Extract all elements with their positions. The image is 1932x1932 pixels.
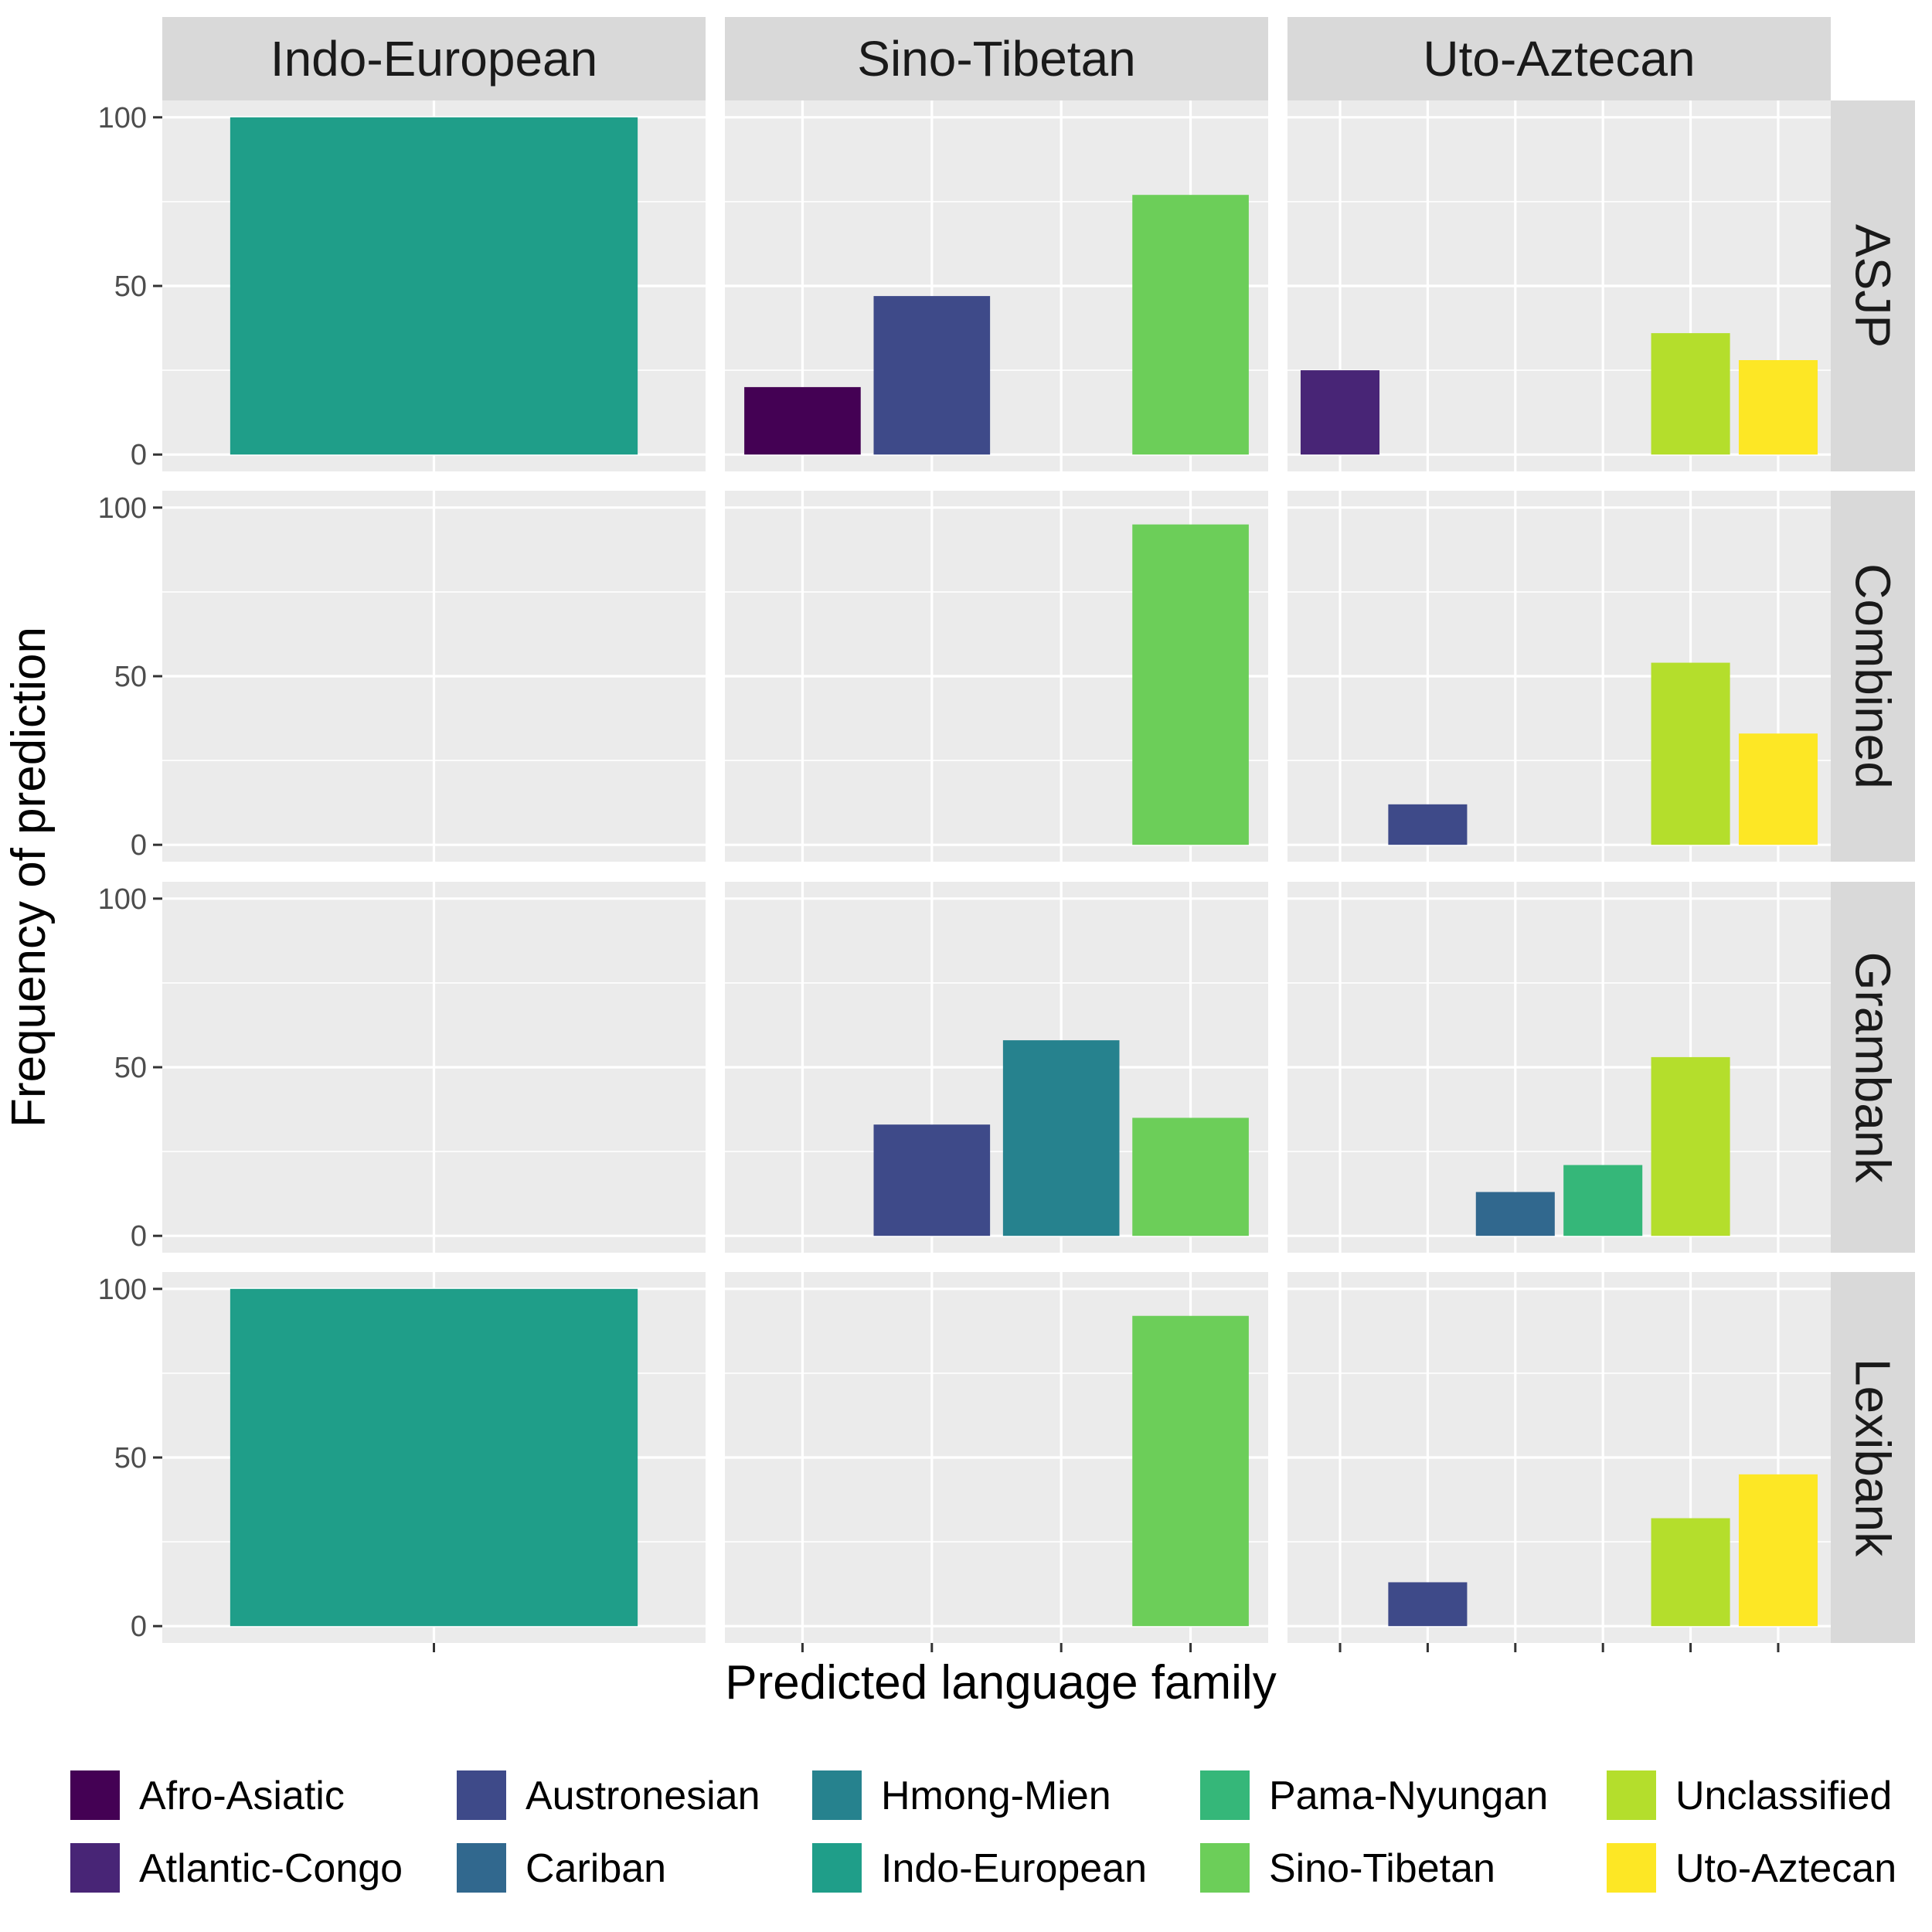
column-strip (162, 17, 706, 100)
column-strip-label: Uto-Aztecan (1423, 31, 1695, 87)
legend-label: Pama-Nyungan (1269, 1774, 1548, 1818)
row-strip (1831, 1272, 1915, 1643)
bar-hmong-mien (1002, 1040, 1120, 1236)
bar-austronesian (1388, 804, 1468, 845)
legend-swatch (811, 1769, 863, 1821)
bar-unclassified (1651, 662, 1730, 845)
legend-swatch (455, 1842, 508, 1894)
y-tick-label: 0 (131, 829, 147, 862)
legend-swatch (69, 1769, 121, 1821)
y-tick-label: 100 (98, 102, 147, 134)
column-strip (725, 17, 1268, 100)
legend-swatch (455, 1769, 508, 1821)
row-strip (1831, 100, 1915, 471)
bar-uto-aztecan (1738, 360, 1818, 455)
bar-pama-nyungan (1563, 1165, 1643, 1236)
legend-swatch (1605, 1842, 1658, 1894)
facet-panel (1287, 1272, 1831, 1643)
facet-panel (162, 882, 706, 1253)
bar-sino-tibetan (1132, 1117, 1249, 1236)
bar-indo-european (230, 1288, 638, 1627)
row-strip-label: ASJP (1845, 224, 1901, 348)
facet-panel (1287, 882, 1831, 1253)
bar-atlantic-congo (1301, 370, 1380, 455)
legend-label: Hmong-Mien (881, 1774, 1111, 1818)
bar-unclassified (1651, 333, 1730, 455)
legend-swatch (69, 1842, 121, 1894)
y-tick-label: 100 (98, 1274, 147, 1306)
legend-swatch (1199, 1769, 1251, 1821)
legend-label: Uto-Aztecan (1675, 1846, 1896, 1891)
bar-unclassified (1651, 1518, 1730, 1627)
y-axis-title: Frequency of prediction (2, 627, 56, 1128)
row-strip-label: Lexibank (1845, 1359, 1901, 1557)
bar-sino-tibetan (1132, 1315, 1249, 1627)
legend-swatch (811, 1842, 863, 1894)
bar-indo-european (230, 117, 638, 455)
y-tick-label: 100 (98, 492, 147, 525)
y-tick-label: 50 (114, 270, 147, 303)
facet-panel (162, 100, 706, 471)
bar-uto-aztecan (1738, 1474, 1818, 1627)
row-strip-label: Grambank (1845, 952, 1901, 1184)
bar-austronesian (873, 1124, 991, 1236)
legend-swatch (1199, 1842, 1251, 1894)
y-tick-label: 50 (114, 661, 147, 693)
facet-panel (162, 491, 706, 862)
column-strip-label: Sino-Tibetan (857, 31, 1136, 87)
legend-label: Indo-European (881, 1846, 1147, 1891)
row-strip-label: Combined (1845, 563, 1901, 789)
y-tick-label: 0 (131, 1611, 147, 1643)
bar-austronesian (1388, 1582, 1468, 1627)
legend-label: Sino-Tibetan (1269, 1846, 1495, 1891)
bar-cariban (1475, 1192, 1555, 1236)
y-tick-label: 0 (131, 439, 147, 471)
facet-panel (725, 1272, 1268, 1643)
row-strip (1831, 491, 1915, 862)
x-axis-title: Predicted language family (725, 1656, 1276, 1709)
bar-sino-tibetan (1132, 524, 1249, 845)
legend-label: Unclassified (1675, 1774, 1892, 1818)
facet-panel (1287, 100, 1831, 471)
y-tick-label: 100 (98, 883, 147, 916)
bar-unclassified (1651, 1056, 1730, 1236)
bar-sino-tibetan (1132, 195, 1249, 455)
facet-panel (162, 1272, 706, 1643)
column-strip-label: Indo-European (270, 31, 597, 87)
y-tick-label: 50 (114, 1442, 147, 1475)
bar-austronesian (873, 296, 991, 455)
legend-label: Atlantic-Congo (139, 1846, 403, 1891)
facet-panel (725, 491, 1268, 862)
y-tick-label: 0 (131, 1220, 147, 1253)
facet-panel (725, 100, 1268, 471)
legend-label: Cariban (526, 1846, 666, 1891)
y-tick-label: 50 (114, 1052, 147, 1084)
facet-panel (725, 882, 1268, 1253)
bar-afro-asiatic (744, 386, 861, 455)
legend-label: Afro-Asiatic (139, 1774, 345, 1818)
row-strip (1831, 882, 1915, 1253)
legend-swatch (1605, 1769, 1658, 1821)
facet-panel (1287, 491, 1831, 862)
legend-label: Austronesian (526, 1774, 760, 1818)
column-strip (1287, 17, 1831, 100)
bar-uto-aztecan (1738, 733, 1818, 845)
